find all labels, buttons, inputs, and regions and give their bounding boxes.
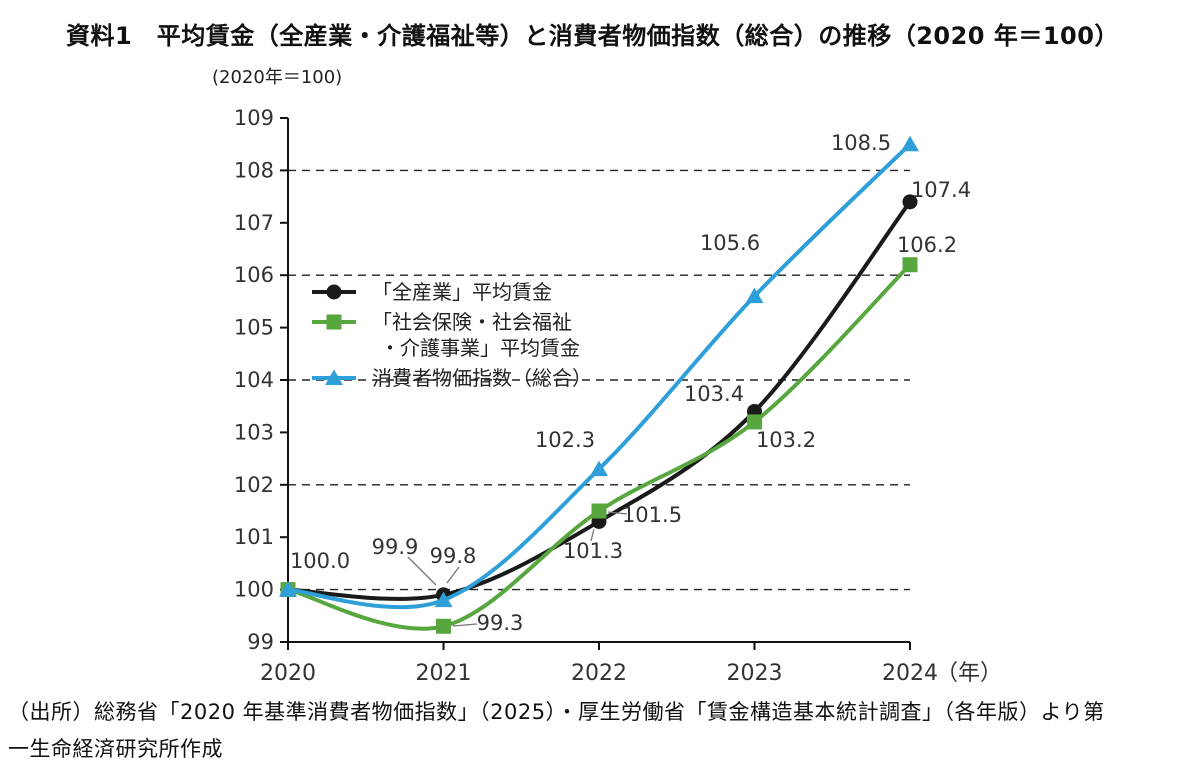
data-label: 103.2: [756, 428, 816, 452]
y-tick-label: 100: [234, 578, 274, 602]
figure-title: 資料1 平均賃金（全産業・介護福祉等）と消費者物価指数（総合）の推移（2020 …: [66, 22, 1119, 50]
data-label: 99.9: [372, 535, 419, 559]
x-axis-unit-label: （年）: [936, 661, 1002, 686]
data-label: 103.4: [684, 382, 744, 406]
source-line-2: 一生命経済研究所作成: [8, 737, 223, 761]
x-tick-label: 2020: [260, 661, 316, 686]
x-tick-label: 2023: [727, 661, 783, 686]
label-leader-line: [407, 556, 437, 586]
data-label: 99.8: [430, 544, 477, 568]
legend-label: 消費者物価指数（総合）: [372, 366, 592, 390]
data-label: 106.2: [897, 233, 957, 257]
label-leader-line: [446, 566, 460, 584]
y-axis-unit-note: (2020年＝100): [212, 67, 343, 88]
y-tick-label: 108: [234, 158, 274, 182]
y-tick-label: 104: [234, 368, 274, 392]
y-tick-label: 107: [234, 211, 274, 235]
label-leader-line: [452, 623, 478, 627]
y-tick-label: 103: [234, 420, 274, 444]
y-tick-label: 99: [247, 630, 274, 654]
gridlines: [288, 169, 910, 591]
y-tick-label: 105: [234, 316, 274, 340]
data-label: 100.0: [290, 549, 350, 573]
y-tick-label: 106: [234, 263, 274, 287]
series-line-2: [286, 142, 912, 610]
data-label: 101.3: [563, 539, 623, 563]
axes: [280, 117, 911, 650]
label-leader-line: [590, 528, 595, 542]
x-axis-labels: 2020 2021 2022 2023 2024（年）: [260, 661, 1002, 686]
y-tick-label: 102: [234, 473, 274, 497]
data-label: 102.3: [535, 428, 595, 452]
y-tick-label: 109: [234, 106, 274, 130]
legend-label: 「全産業」平均賃金: [372, 280, 552, 304]
series-line-0: [286, 199, 912, 601]
source-line-1: （出所）総務省「2020 年基準消費者物価指数」（2025）・厚生労働省「賃金構…: [8, 700, 1105, 724]
data-label: 105.6: [700, 231, 760, 255]
data-label: 108.5: [831, 131, 891, 155]
series-markers-2: [279, 135, 919, 608]
legend-label: ・介護事業」平均賃金: [380, 336, 580, 360]
data-label: 99.3: [477, 611, 524, 635]
data-label: 107.4: [911, 178, 971, 202]
data-labels: 100.0 99.9 99.8 99.3 101.3 101.5 102.3 103.4 103…: [290, 131, 971, 635]
legend-label: 「社会保険・社会福祉: [372, 310, 572, 334]
y-tick-label: 101: [234, 525, 274, 549]
y-axis-labels: 99 100 101 102 103 104 105 106 107 108 109: [234, 106, 274, 654]
label-leader-line: [607, 511, 628, 515]
data-label: 101.5: [622, 503, 682, 527]
x-tick-label: 2024: [882, 661, 938, 686]
x-tick-label: 2021: [416, 661, 472, 686]
source-attribution: （出所）総務省「2020 年基準消費者物価指数」（2025）・厚生労働省「賃金構…: [8, 694, 1105, 768]
x-tick-label: 2022: [571, 661, 627, 686]
